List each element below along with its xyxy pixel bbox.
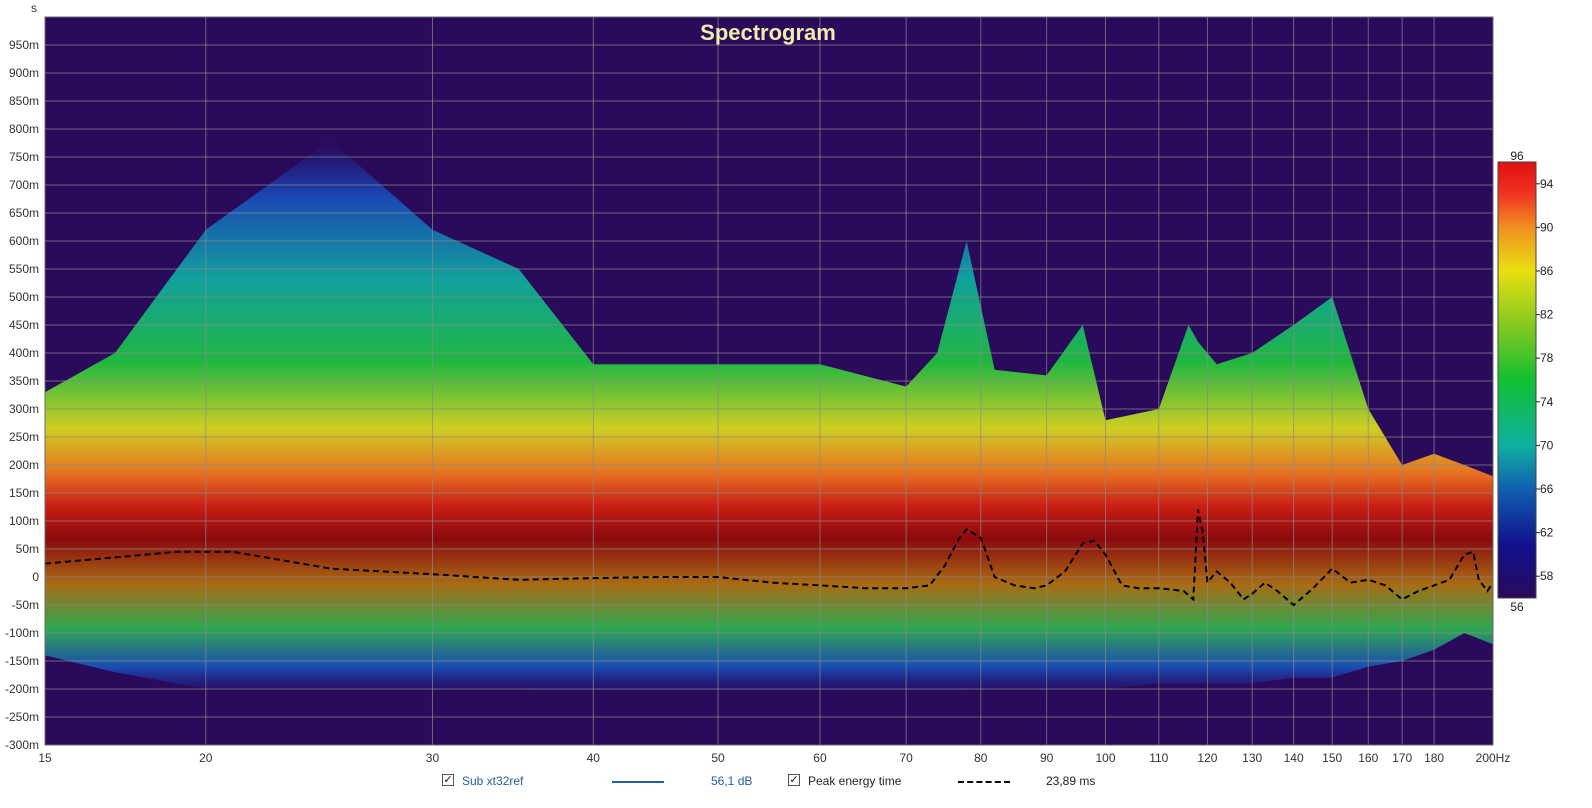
y-axis-unit: s xyxy=(31,1,37,15)
y-tick-label: 750m xyxy=(9,150,39,164)
colorbar-tick-label: 90 xyxy=(1540,220,1554,234)
x-tick-label: 90 xyxy=(1040,751,1054,765)
y-tick-label: 450m xyxy=(9,318,39,332)
y-tick-label: 250m xyxy=(9,430,39,444)
peak-energy-label[interactable]: Peak energy time xyxy=(808,774,902,788)
y-tick-label: 500m xyxy=(9,290,39,304)
plot-frame xyxy=(44,16,1494,746)
y-tick-label: 400m xyxy=(9,346,39,360)
colorbar-tick-label: 70 xyxy=(1540,438,1554,452)
x-tick-label: 200Hz xyxy=(1476,751,1511,765)
x-tick-label: 140 xyxy=(1284,751,1304,765)
peak-energy-checkbox[interactable]: ✓ xyxy=(788,774,800,786)
measurement-checkbox[interactable]: ✓ xyxy=(442,774,454,786)
colorbar-ticks: 58 62 66 70 74 78 82 86 90 94 xyxy=(1536,177,1554,583)
y-tick-label: 600m xyxy=(9,234,39,248)
x-tick-label: 60 xyxy=(813,751,827,765)
y-tick-label: 950m xyxy=(9,38,39,52)
y-tick-label: -200m xyxy=(5,682,39,696)
x-tick-label: 30 xyxy=(426,751,440,765)
measurement-line-swatch xyxy=(612,781,664,783)
x-tick-label: 70 xyxy=(899,751,913,765)
y-tick-label: -100m xyxy=(5,626,39,640)
colorbar-max-label: 96 xyxy=(1510,149,1524,163)
x-tick-label: 130 xyxy=(1242,751,1262,765)
peak-energy-line-swatch xyxy=(958,781,1010,783)
y-axis-ticks: -300m -250m -200m -150m -100m -50m 0 50m 100m 150… xyxy=(5,38,39,752)
y-tick-label: 800m xyxy=(9,122,39,136)
series-layer xyxy=(45,509,1493,607)
y-tick-label: -250m xyxy=(5,710,39,724)
energy-band xyxy=(45,140,1493,695)
x-tick-label: 150 xyxy=(1322,751,1342,765)
y-tick-label: 550m xyxy=(9,262,39,276)
y-tick-label: 100m xyxy=(9,514,39,528)
y-tick-label: 50m xyxy=(16,542,39,556)
colorbar-tick-label: 78 xyxy=(1540,351,1554,365)
x-tick-label: 160 xyxy=(1358,751,1378,765)
colorbar-tick-label: 94 xyxy=(1540,177,1554,191)
y-tick-label: 0 xyxy=(32,570,39,584)
y-tick-label: 850m xyxy=(9,94,39,108)
x-tick-label: 100 xyxy=(1096,751,1116,765)
colorbar-tick-label: 82 xyxy=(1540,308,1554,322)
y-tick-label: -150m xyxy=(5,654,39,668)
x-tick-label: 20 xyxy=(199,751,213,765)
y-tick-label: 200m xyxy=(9,458,39,472)
colorbar-tick-label: 86 xyxy=(1540,264,1554,278)
peak-energy-value: 23,89 ms xyxy=(1046,774,1096,788)
colorbar-tick-label: 66 xyxy=(1540,482,1554,496)
y-tick-label: -50m xyxy=(12,598,39,612)
chart-title: Spectrogram xyxy=(700,20,836,45)
legend: ✓ Sub xt32ref 56,1 dB ✓ Peak energy time… xyxy=(0,770,1592,796)
colorbar-tick-label: 62 xyxy=(1540,526,1554,540)
x-tick-label: 120 xyxy=(1197,751,1217,765)
x-tick-label: 40 xyxy=(587,751,601,765)
y-tick-label: 700m xyxy=(9,178,39,192)
measurement-label[interactable]: Sub xt32ref xyxy=(462,774,524,788)
x-axis-ticks: 15 20 30 40 50 60 70 80 90 100 110 120 130 140 150 160 1… xyxy=(38,751,1510,765)
colorbar-scale xyxy=(1497,161,1537,599)
y-tick-label: 900m xyxy=(9,66,39,80)
colorbar-tick-label: 74 xyxy=(1540,395,1554,409)
y-tick-label: 300m xyxy=(9,402,39,416)
x-tick-label: 80 xyxy=(974,751,988,765)
x-tick-label: 50 xyxy=(711,751,725,765)
measurement-value: 56,1 dB xyxy=(711,774,753,788)
colorbar: 96 56 58 62 66 70 74 78 82 86 90 94 xyxy=(1497,149,1554,614)
peak-energy-time-line xyxy=(45,509,1493,607)
energy-band-area xyxy=(45,140,1493,695)
x-tick-label: 170 xyxy=(1392,751,1412,765)
x-tick-label: 110 xyxy=(1149,751,1168,765)
y-tick-label: -300m xyxy=(5,738,39,752)
y-tick-label: 350m xyxy=(9,374,39,388)
x-tick-label: 180 xyxy=(1424,751,1444,765)
colorbar-min-label: 56 xyxy=(1510,600,1524,614)
x-tick-label: 15 xyxy=(38,751,52,765)
colorbar-tick-label: 58 xyxy=(1540,569,1554,583)
y-tick-label: 650m xyxy=(9,206,39,220)
y-tick-label: 150m xyxy=(9,486,39,500)
